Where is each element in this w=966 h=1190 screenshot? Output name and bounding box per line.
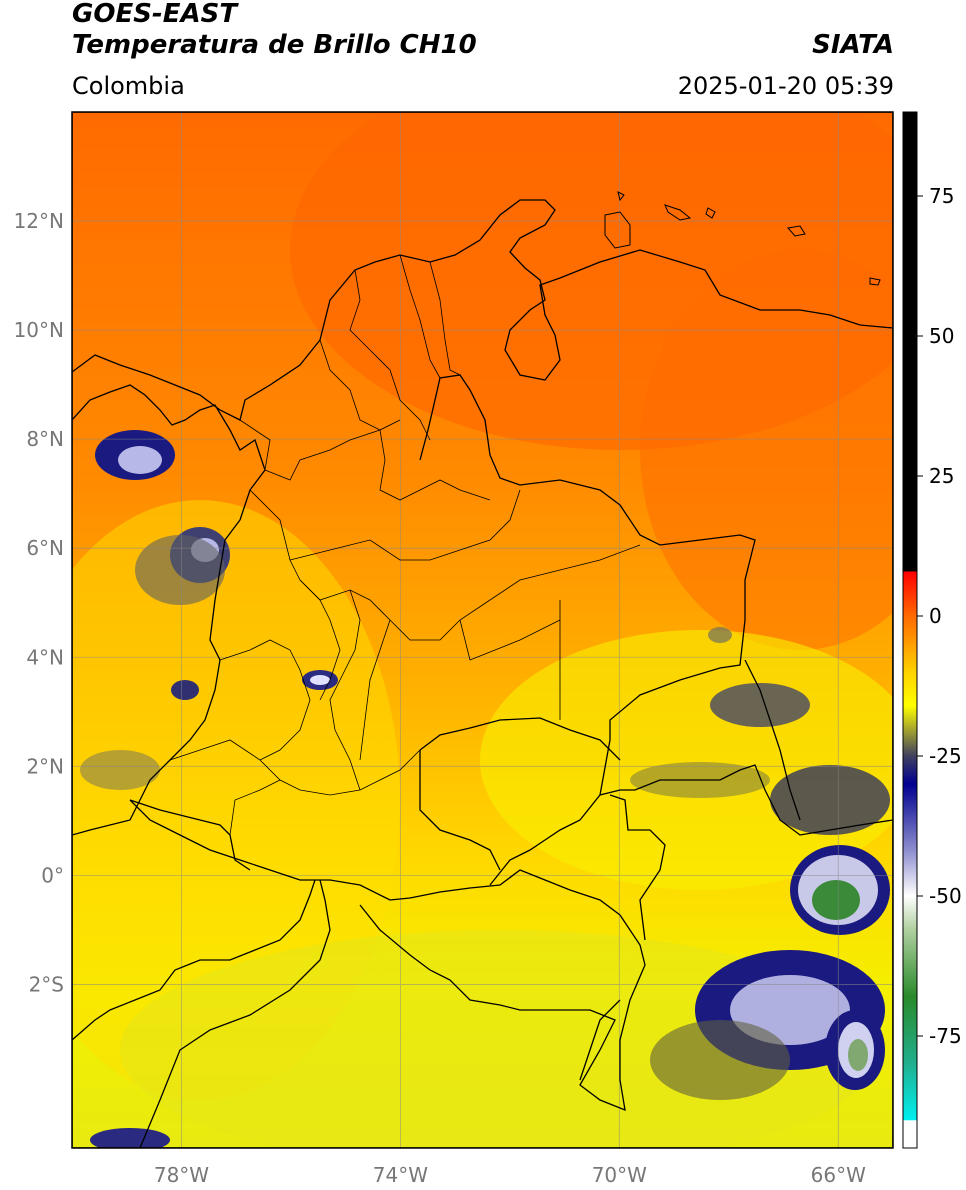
lon-tick-label: 66°W [811, 1163, 866, 1187]
lat-tick-label: 4°N [26, 645, 64, 669]
satellite-title: GOES-EAST [72, 0, 238, 29]
colorbar-tick-label: -50 [929, 884, 962, 908]
region-label: Colombia [72, 72, 185, 100]
department-borders [169, 254, 641, 836]
colorbar-tick-label: 0 [929, 604, 942, 628]
lon-tick-label: 78°W [154, 1163, 209, 1187]
lat-tick-label: 8°N [26, 427, 64, 451]
colorbar-bar [902, 111, 918, 1149]
map-gridlines [72, 112, 893, 1148]
colorbar: 75 50 25 0 -25 -50 -75 [902, 111, 962, 1149]
product-title: Temperatura de Brillo CH10 [72, 30, 477, 60]
lat-tick-label: 0° [41, 863, 64, 887]
cold-cloud-tops [80, 430, 890, 1148]
lat-tick-label: 2°N [26, 754, 64, 778]
lat-tick-label: 6°N [26, 536, 64, 560]
colorbar-tick-label: 50 [929, 324, 954, 348]
colorbar-tick-label: -25 [929, 744, 962, 768]
lat-tick-label: 10°N [14, 318, 64, 342]
islands [604, 191, 881, 286]
brightness-temperature-field [72, 112, 893, 1148]
colorbar-tick-label: 75 [929, 184, 954, 208]
agency-label: SIATA [812, 30, 894, 60]
colorbar-tick-label: -75 [929, 1024, 962, 1048]
datetime-label: 2025-01-20 05:39 [677, 72, 894, 100]
country-borders [72, 199, 893, 1148]
colorbar-tick-label: 25 [929, 464, 954, 488]
longitude-ticks: 78°W 74°W 70°W 66°W [154, 1163, 866, 1187]
lat-tick-label: 12°N [14, 209, 64, 233]
lon-tick-label: 70°W [592, 1163, 647, 1187]
lon-tick-label: 74°W [373, 1163, 428, 1187]
colorbar-ticks: 75 50 25 0 -25 -50 -75 [917, 184, 962, 1048]
lat-tick-label: 2°S [29, 972, 64, 996]
map-frame [71, 111, 894, 1149]
latitude-ticks: 12°N 10°N 8°N 6°N 4°N 2°N 0° 2°S [14, 209, 64, 996]
